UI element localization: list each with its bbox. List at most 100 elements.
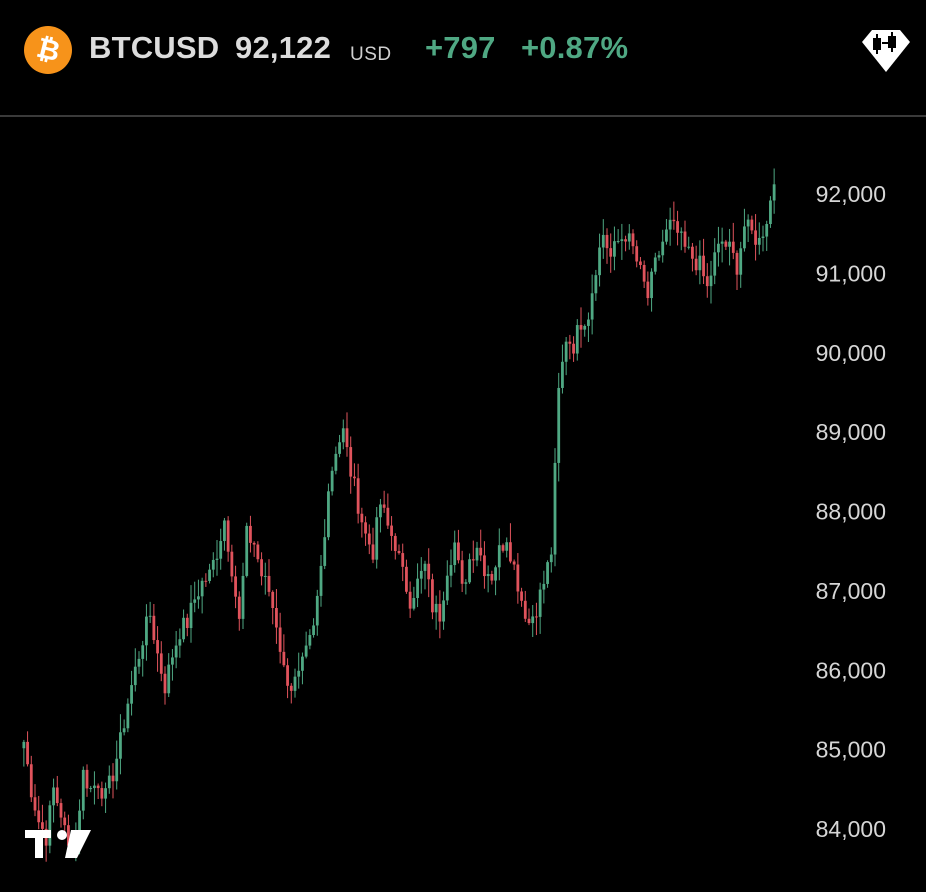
candle-body	[63, 817, 67, 826]
candle-body	[497, 545, 501, 568]
candle-body	[315, 595, 319, 626]
candle-body	[646, 281, 650, 299]
tradingview-logo	[25, 830, 91, 858]
candle-body	[720, 241, 724, 244]
candle-body	[438, 603, 442, 622]
candle-body	[397, 550, 401, 554]
candle-body	[293, 676, 297, 691]
candle-body	[434, 603, 438, 613]
price-change: +797	[425, 30, 496, 65]
candle-body	[133, 666, 137, 686]
candle-body	[37, 810, 41, 823]
candle-body	[304, 645, 308, 657]
candle-body	[449, 565, 453, 576]
candle-body	[200, 580, 204, 597]
candle-body	[197, 596, 200, 600]
candle-body	[613, 241, 616, 257]
y-tick-label: 88,000	[816, 499, 886, 525]
candle-body	[237, 596, 241, 619]
candle-body	[665, 229, 668, 242]
candle-body	[561, 361, 564, 388]
candle-body	[211, 559, 215, 570]
candle-body	[657, 255, 661, 258]
candle-body	[122, 728, 126, 733]
candle-body	[382, 504, 386, 508]
candle-body	[765, 224, 769, 237]
candle-body	[568, 341, 572, 344]
candle-body	[501, 545, 505, 551]
candle-body	[546, 562, 549, 584]
candle-body	[100, 788, 104, 799]
candle-body	[416, 578, 419, 599]
candle-body	[148, 615, 152, 617]
candle-body	[371, 544, 375, 560]
candle-body	[289, 685, 293, 691]
candle-body	[616, 241, 620, 243]
candle-body	[445, 575, 449, 601]
candle-body	[471, 559, 475, 561]
candle-body	[275, 608, 278, 628]
candle-body	[52, 787, 55, 806]
candle-body	[297, 670, 301, 677]
candle-body	[93, 785, 96, 789]
candle-body	[631, 233, 635, 247]
candle-body	[401, 553, 405, 567]
candle-body	[356, 478, 360, 514]
candle-body	[609, 248, 613, 257]
candle-body	[408, 591, 412, 609]
candle-body	[55, 787, 59, 804]
candle-body	[590, 293, 594, 320]
candle-body	[635, 246, 639, 262]
candle-body	[724, 241, 728, 247]
candle-body	[457, 542, 460, 561]
candle-body	[713, 252, 717, 276]
candle-body	[453, 542, 457, 566]
candle-body	[761, 236, 765, 238]
candle-body	[698, 255, 702, 271]
candle-body	[731, 241, 735, 253]
candle-body	[59, 803, 63, 818]
y-tick-label: 85,000	[816, 737, 886, 763]
candle-body	[653, 257, 657, 272]
candle-body	[512, 561, 516, 565]
candle-body	[691, 246, 694, 259]
candle-body	[163, 673, 167, 694]
candle-body	[523, 600, 527, 619]
candle-body	[330, 470, 334, 492]
price-currency: USD	[350, 44, 392, 65]
candle-body	[104, 788, 107, 799]
y-axis: 84,000 85,000 86,000 87,000 88,000 89,000 90,0…	[816, 181, 886, 842]
candle-body	[624, 239, 627, 242]
candle-body	[531, 616, 535, 624]
candle-body	[494, 567, 497, 581]
candle-body	[483, 555, 486, 577]
symbol-name[interactable]: BTCUSD	[89, 30, 220, 65]
candle-body	[360, 513, 364, 523]
candle-body	[587, 319, 590, 326]
candle-body	[345, 428, 349, 448]
candle-body	[271, 591, 275, 609]
y-tick-label: 90,000	[816, 340, 886, 366]
candle-body	[583, 325, 587, 330]
candle-body	[572, 343, 575, 354]
candlestick-icon[interactable]	[858, 26, 914, 76]
candle-body	[185, 617, 189, 629]
candle-body	[750, 219, 754, 231]
candle-body	[115, 758, 119, 782]
candle-body	[353, 476, 356, 479]
candle-body	[245, 525, 249, 576]
candle-body	[442, 600, 445, 622]
candle-body	[728, 241, 731, 247]
candle-body	[739, 248, 743, 275]
candle-body	[367, 533, 371, 545]
bitcoin-icon: ₿	[24, 26, 72, 74]
candle-body	[282, 651, 286, 666]
candle-body	[256, 544, 260, 560]
candle-body	[89, 788, 93, 790]
candle-body	[215, 558, 219, 560]
candle-body	[230, 551, 234, 577]
candle-body	[505, 542, 509, 551]
candle-body	[405, 566, 408, 592]
candle-body	[182, 617, 185, 640]
